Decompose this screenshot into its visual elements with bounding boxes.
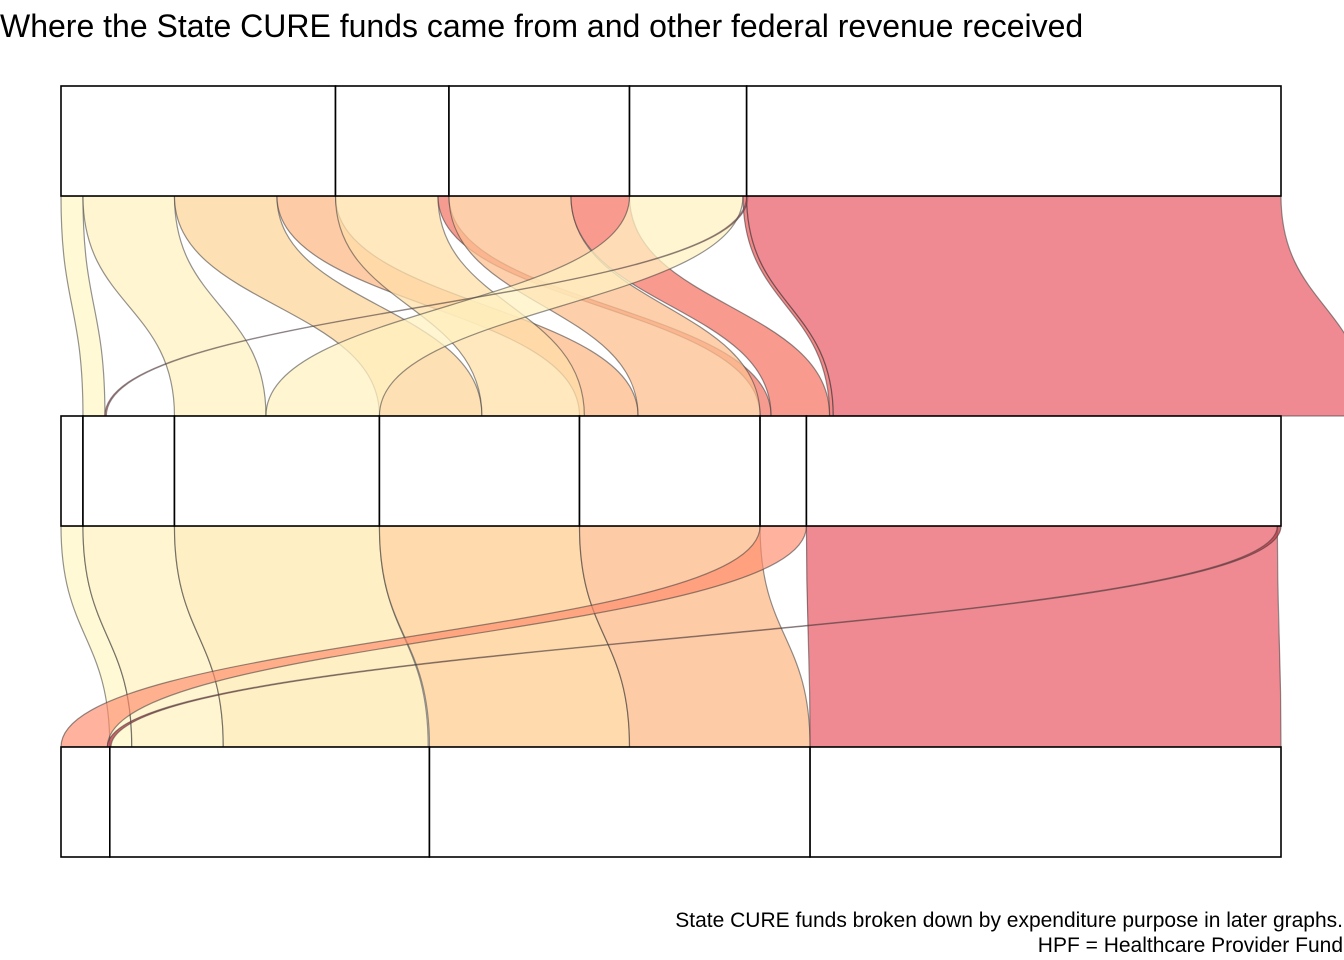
chart-title: Where the State CURE funds came from and… bbox=[0, 8, 1084, 44]
stratum-1-3 bbox=[378, 415, 581, 527]
stratum-1-6 bbox=[805, 415, 1282, 527]
stratum-1-5 bbox=[759, 415, 808, 527]
caption-line-2: HPF = Healthcare Provider Fund bbox=[1037, 934, 1343, 957]
stratum-0-2 bbox=[448, 85, 631, 197]
flows-layer bbox=[60, 195, 1344, 748]
upper-flow-11 bbox=[746, 195, 1344, 417]
strata-layer bbox=[60, 85, 1282, 858]
stratum-2-1 bbox=[109, 746, 431, 858]
stratum-2-0 bbox=[60, 746, 111, 858]
stratum-1-4 bbox=[578, 415, 761, 527]
stratum-1-2 bbox=[173, 415, 381, 527]
stratum-0-4 bbox=[745, 85, 1282, 197]
stratum-0-0 bbox=[60, 85, 337, 197]
stratum-2-3 bbox=[809, 746, 1282, 858]
stratum-1-0 bbox=[60, 415, 84, 527]
lower-flow-6 bbox=[805, 525, 1282, 748]
stratum-0-3 bbox=[628, 85, 748, 197]
stratum-0-1 bbox=[334, 85, 450, 197]
caption: State CURE funds broken down by expendit… bbox=[675, 908, 1343, 958]
stratum-2-2 bbox=[428, 746, 811, 858]
caption-line-1: State CURE funds broken down by expendit… bbox=[675, 909, 1343, 932]
stratum-1-1 bbox=[82, 415, 176, 527]
